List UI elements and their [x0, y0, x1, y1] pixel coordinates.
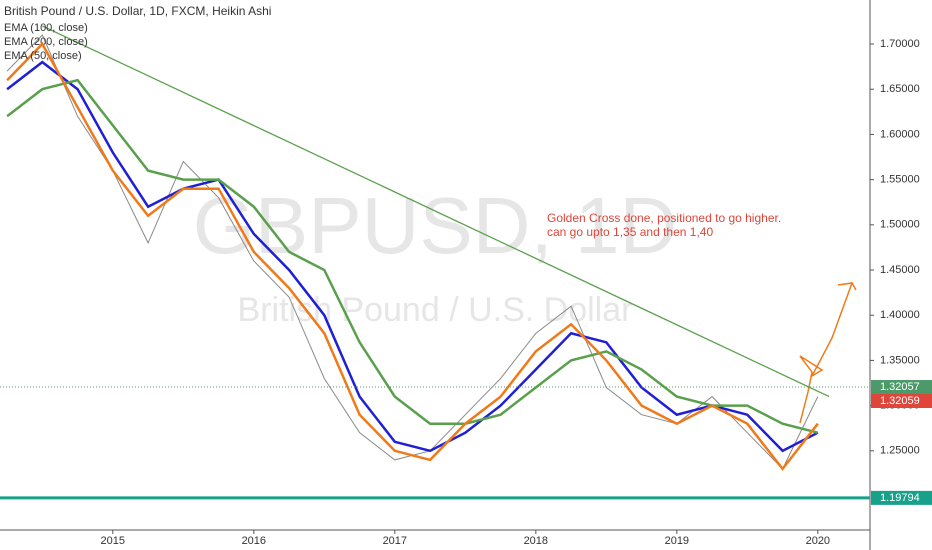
chart-title: British Pound / U.S. Dollar, 1D, FXCM, H…: [4, 4, 271, 18]
trend-line: [42, 25, 830, 398]
x-tick-label: 2018: [524, 535, 548, 547]
ema-line: [6, 78, 819, 434]
y-tick-label: 1.25000: [880, 445, 920, 457]
x-tick-label: 2016: [242, 535, 266, 547]
y-tick-label: 1.45000: [880, 264, 920, 276]
price-label: 1.32057: [880, 381, 920, 393]
annotation: Golden Cross done, positioned to go high…: [547, 211, 781, 225]
price-label-box: [871, 380, 932, 395]
watermark: GBPUSD, 1D British Pound / U.S. Dollar: [193, 181, 678, 329]
legend-entry: EMA (50, close): [4, 50, 82, 62]
legend-entry: EMA (200, close): [4, 36, 88, 48]
x-tick-label: 2015: [101, 535, 125, 547]
y-tick-label: 1.55000: [880, 174, 920, 186]
x-tick-label: 2020: [806, 535, 830, 547]
price-label-box: [871, 394, 932, 409]
y-tick-label: 1.50000: [880, 219, 920, 231]
y-tick-label: 1.35000: [880, 354, 920, 366]
legend-entry: EMA (100, close): [4, 22, 88, 34]
y-tick-label: 1.40000: [880, 309, 920, 321]
ema-line: [6, 41, 819, 471]
price-label: 1.19794: [880, 492, 920, 504]
y-tick-label: 1.65000: [880, 83, 920, 95]
price-label-box: [871, 490, 932, 505]
price-label: 1.32059: [880, 395, 920, 407]
x-tick-label: 2019: [665, 535, 689, 547]
projection-arrow: [799, 282, 857, 424]
annotation: can go upto 1,35 and then 1,40: [547, 225, 713, 239]
y-tick-label: 1.60000: [880, 128, 920, 140]
ema-line: [6, 60, 819, 453]
x-tick-label: 2017: [383, 535, 407, 547]
y-tick-label: 1.70000: [880, 38, 920, 50]
